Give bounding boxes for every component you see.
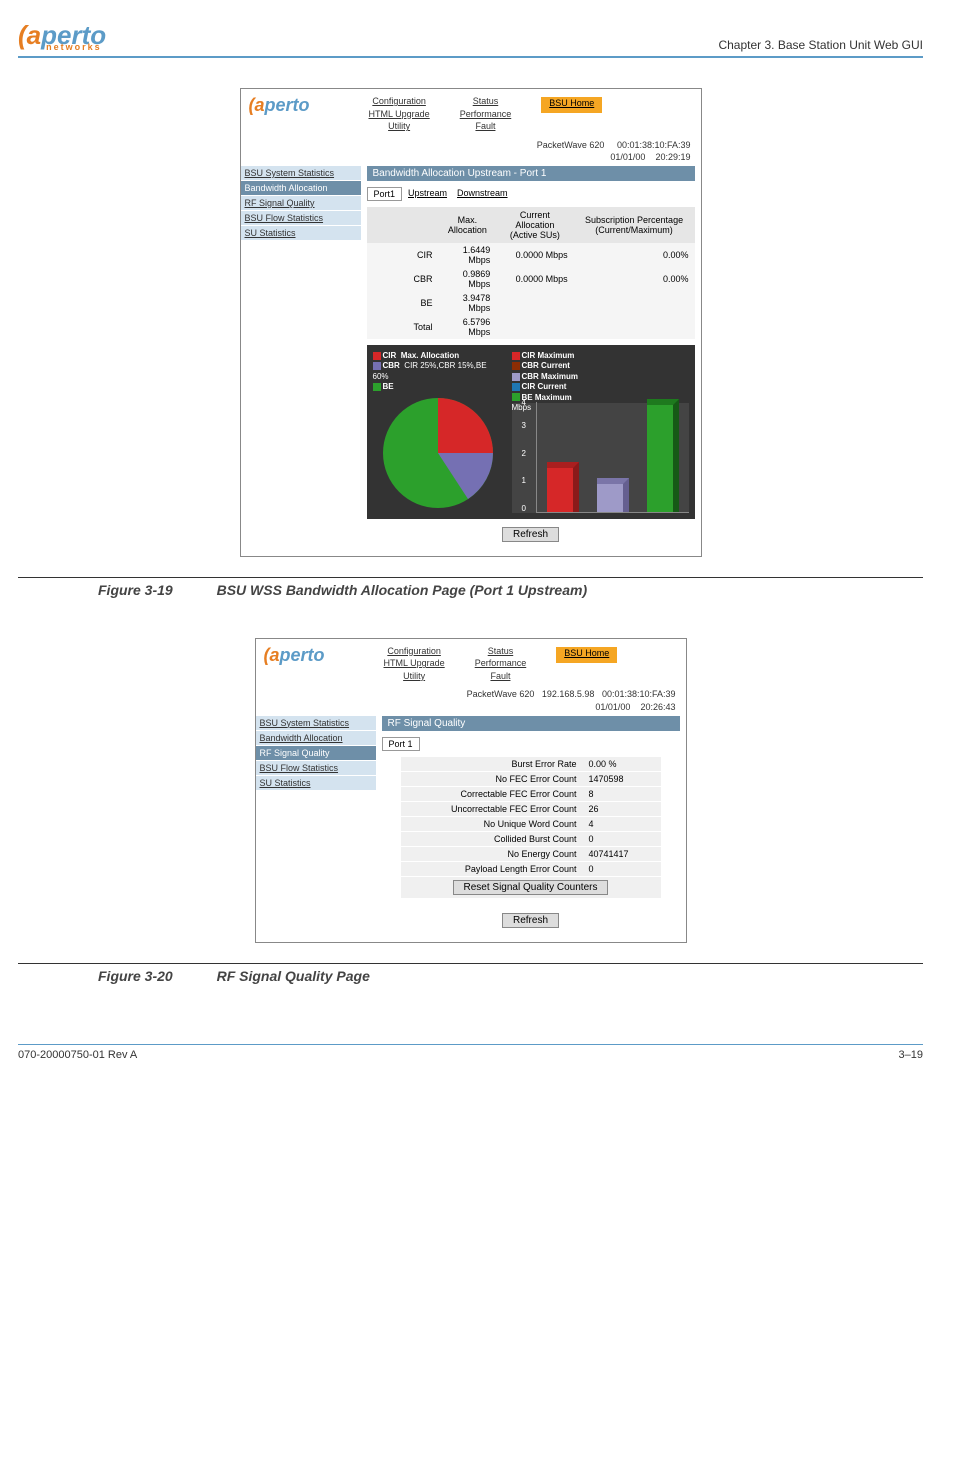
nav-col-1b[interactable]: Configuration HTML Upgrade Utility: [384, 645, 445, 683]
logo: ( a perto networks: [18, 18, 102, 52]
page-header: ( a perto networks Chapter 3. Base Stati…: [18, 18, 923, 58]
table-row: Payload Length Error Count0: [401, 861, 661, 876]
table-row: Collided Burst Count0: [401, 831, 661, 846]
allocation-table: Max. Allocation Current Allocation (Acti…: [367, 207, 695, 339]
sidebar-item-su-statistics[interactable]: SU Statistics: [241, 226, 361, 241]
logo-first: (: [18, 20, 27, 51]
sidebar-item-rf-signal-quality[interactable]: RF Signal Quality: [241, 196, 361, 211]
tab-downstream[interactable]: Downstream: [453, 187, 512, 201]
table-row: Total6.5796 Mbps: [367, 315, 695, 339]
tab-port1[interactable]: Port1: [367, 187, 403, 201]
table-row: Uncorrectable FEC Error Count26: [401, 801, 661, 816]
screenshot-bandwidth-allocation: (aperto Configuration HTML Upgrade Utili…: [240, 88, 702, 557]
sidebar-item-bsu-system-statistics-2[interactable]: BSU System Statistics: [256, 716, 376, 731]
bar-cir-max: [547, 462, 579, 512]
table-row: No FEC Error Count1470598: [401, 771, 661, 786]
sidebar-item-bsu-system-statistics[interactable]: BSU System Statistics: [241, 166, 361, 181]
sidebar-item-bandwidth-allocation[interactable]: Bandwidth Allocation: [241, 181, 361, 196]
logo-sub: networks: [46, 42, 102, 52]
nav-configuration[interactable]: Configuration: [369, 95, 430, 108]
nav-html-upgrade-2[interactable]: HTML Upgrade: [384, 657, 445, 670]
nav-status-2[interactable]: Status: [475, 645, 527, 658]
nav-performance-2[interactable]: Performance: [475, 657, 527, 670]
figure-caption-2: Figure 3-20 RF Signal Quality Page: [18, 968, 923, 984]
refresh-button[interactable]: Refresh: [502, 527, 559, 542]
section-title-2: RF Signal Quality: [382, 716, 680, 731]
charts-row: CIR Max. Allocation CBR CIR 25%,CBR 15%,…: [367, 345, 695, 519]
section-title: Bandwidth Allocation Upstream - Port 1: [367, 166, 695, 181]
table-row: CBR0.9869 Mbps0.0000 Mbps0.00%: [367, 267, 695, 291]
table-row: Burst Error Rate0.00 %: [401, 757, 661, 772]
sidebar-item-bandwidth-allocation-2[interactable]: Bandwidth Allocation: [256, 731, 376, 746]
page-footer: 070-20000750-01 Rev A 3–19: [18, 1044, 923, 1061]
figure-rule-2: [18, 963, 923, 964]
status-line-2: PacketWave 620 192.168.5.98 00:01:38:10:…: [256, 686, 686, 715]
nav-html-upgrade[interactable]: HTML Upgrade: [369, 108, 430, 121]
pie-chart: [373, 393, 504, 513]
nav-col-1[interactable]: Configuration HTML Upgrade Utility: [369, 95, 430, 133]
nav-performance[interactable]: Performance: [460, 108, 512, 121]
pie-legend: CIR Max. Allocation CBR CIR 25%,CBR 15%,…: [373, 351, 504, 393]
tab-port1-2[interactable]: Port 1: [382, 737, 420, 751]
nav-configuration-2[interactable]: Configuration: [384, 645, 445, 658]
table-row: BE3.9478 Mbps: [367, 291, 695, 315]
bar-chart: Mbps 0 1 2 3 4: [512, 403, 689, 513]
sidebar: BSU System Statistics Bandwidth Allocati…: [241, 166, 361, 556]
figure-caption-1: Figure 3-19 BSU WSS Bandwidth Allocation…: [18, 582, 923, 598]
bar-cbr-max: [597, 478, 629, 511]
bsu-home-button-2[interactable]: BSU Home: [556, 647, 617, 663]
nav-status[interactable]: Status: [460, 95, 512, 108]
bar-be-max: [647, 399, 679, 511]
nav-utility[interactable]: Utility: [369, 120, 430, 133]
status-line: PacketWave 620 00:01:38:10:FA:39 01/01/0…: [241, 137, 701, 166]
sidebar-2: BSU System Statistics Bandwidth Allocati…: [256, 716, 376, 942]
nav-fault[interactable]: Fault: [460, 120, 512, 133]
nav-fault-2[interactable]: Fault: [475, 670, 527, 683]
screenshot-rf-signal-quality: (aperto Configuration HTML Upgrade Utili…: [255, 638, 687, 943]
sidebar-item-bsu-flow-statistics-2[interactable]: BSU Flow Statistics: [256, 761, 376, 776]
ss-logo-2: (aperto: [264, 645, 354, 666]
table-row: Correctable FEC Error Count8: [401, 786, 661, 801]
sidebar-item-rf-signal-quality-2[interactable]: RF Signal Quality: [256, 746, 376, 761]
doc-id: 070-20000750-01 Rev A: [18, 1049, 137, 1061]
nav-col-2b[interactable]: Status Performance Fault: [475, 645, 527, 683]
signal-quality-table: Burst Error Rate0.00 % No FEC Error Coun…: [401, 757, 661, 899]
chapter-title: Chapter 3. Base Station Unit Web GUI: [718, 38, 923, 52]
page-number: 3–19: [899, 1049, 923, 1061]
sidebar-item-bsu-flow-statistics[interactable]: BSU Flow Statistics: [241, 211, 361, 226]
refresh-button-2[interactable]: Refresh: [502, 913, 559, 928]
nav-utility-2[interactable]: Utility: [384, 670, 445, 683]
ss-logo: (aperto: [249, 95, 339, 116]
nav-col-2[interactable]: Status Performance Fault: [460, 95, 512, 133]
bsu-home-button[interactable]: BSU Home: [541, 97, 602, 113]
tab-upstream[interactable]: Upstream: [404, 187, 451, 201]
reset-counters-button[interactable]: Reset Signal Quality Counters: [453, 880, 609, 895]
figure-rule: [18, 577, 923, 578]
table-row: CIR1.6449 Mbps0.0000 Mbps0.00%: [367, 243, 695, 267]
sidebar-item-su-statistics-2[interactable]: SU Statistics: [256, 776, 376, 791]
table-row: No Unique Word Count4: [401, 816, 661, 831]
bar-legend: CIR Maximum CBR Current CBR Maximum CIR …: [512, 351, 689, 403]
table-row: No Energy Count40741417: [401, 846, 661, 861]
logo-a: a: [27, 20, 41, 51]
